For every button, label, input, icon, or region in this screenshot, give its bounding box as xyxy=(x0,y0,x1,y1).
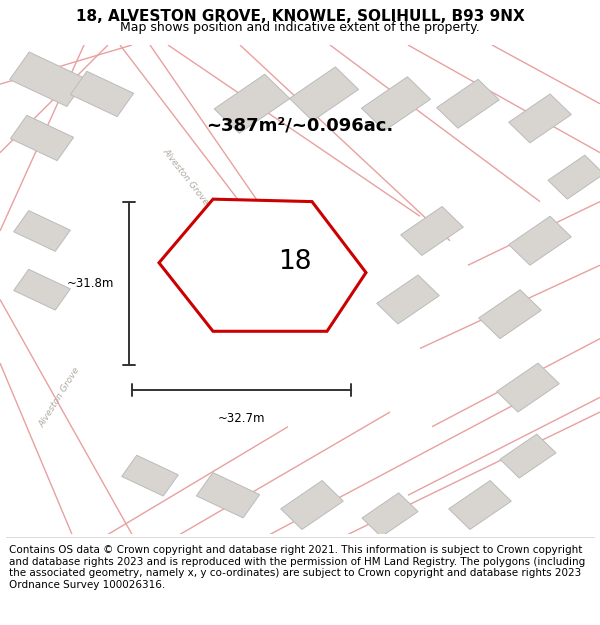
Polygon shape xyxy=(509,216,571,265)
Polygon shape xyxy=(289,67,359,121)
Text: ~387m²/~0.096ac.: ~387m²/~0.096ac. xyxy=(206,117,394,135)
Polygon shape xyxy=(500,434,556,478)
Text: Alveston Grove: Alveston Grove xyxy=(38,366,82,429)
Polygon shape xyxy=(14,269,70,310)
Polygon shape xyxy=(14,211,70,251)
Polygon shape xyxy=(479,290,541,339)
Polygon shape xyxy=(362,493,418,537)
Polygon shape xyxy=(437,79,499,128)
Polygon shape xyxy=(361,77,431,131)
Text: 18, ALVESTON GROVE, KNOWLE, SOLIHULL, B93 9NX: 18, ALVESTON GROVE, KNOWLE, SOLIHULL, B9… xyxy=(76,9,524,24)
Polygon shape xyxy=(449,481,511,529)
Polygon shape xyxy=(10,52,86,106)
Polygon shape xyxy=(497,363,559,412)
Text: ~31.8m: ~31.8m xyxy=(67,277,114,290)
Text: Contains OS data © Crown copyright and database right 2021. This information is : Contains OS data © Crown copyright and d… xyxy=(9,545,585,590)
Text: Alveston Grove: Alveston Grove xyxy=(161,147,211,207)
Polygon shape xyxy=(281,481,343,529)
Polygon shape xyxy=(377,275,439,324)
Text: 18: 18 xyxy=(278,249,312,274)
Polygon shape xyxy=(509,94,571,143)
Polygon shape xyxy=(70,71,134,117)
Polygon shape xyxy=(401,206,463,256)
Text: Map shows position and indicative extent of the property.: Map shows position and indicative extent… xyxy=(120,21,480,34)
Polygon shape xyxy=(122,455,178,496)
Polygon shape xyxy=(214,74,290,133)
Polygon shape xyxy=(196,472,260,518)
Text: ~32.7m: ~32.7m xyxy=(218,412,265,425)
Polygon shape xyxy=(548,155,600,199)
Polygon shape xyxy=(159,199,366,331)
Polygon shape xyxy=(10,116,74,161)
